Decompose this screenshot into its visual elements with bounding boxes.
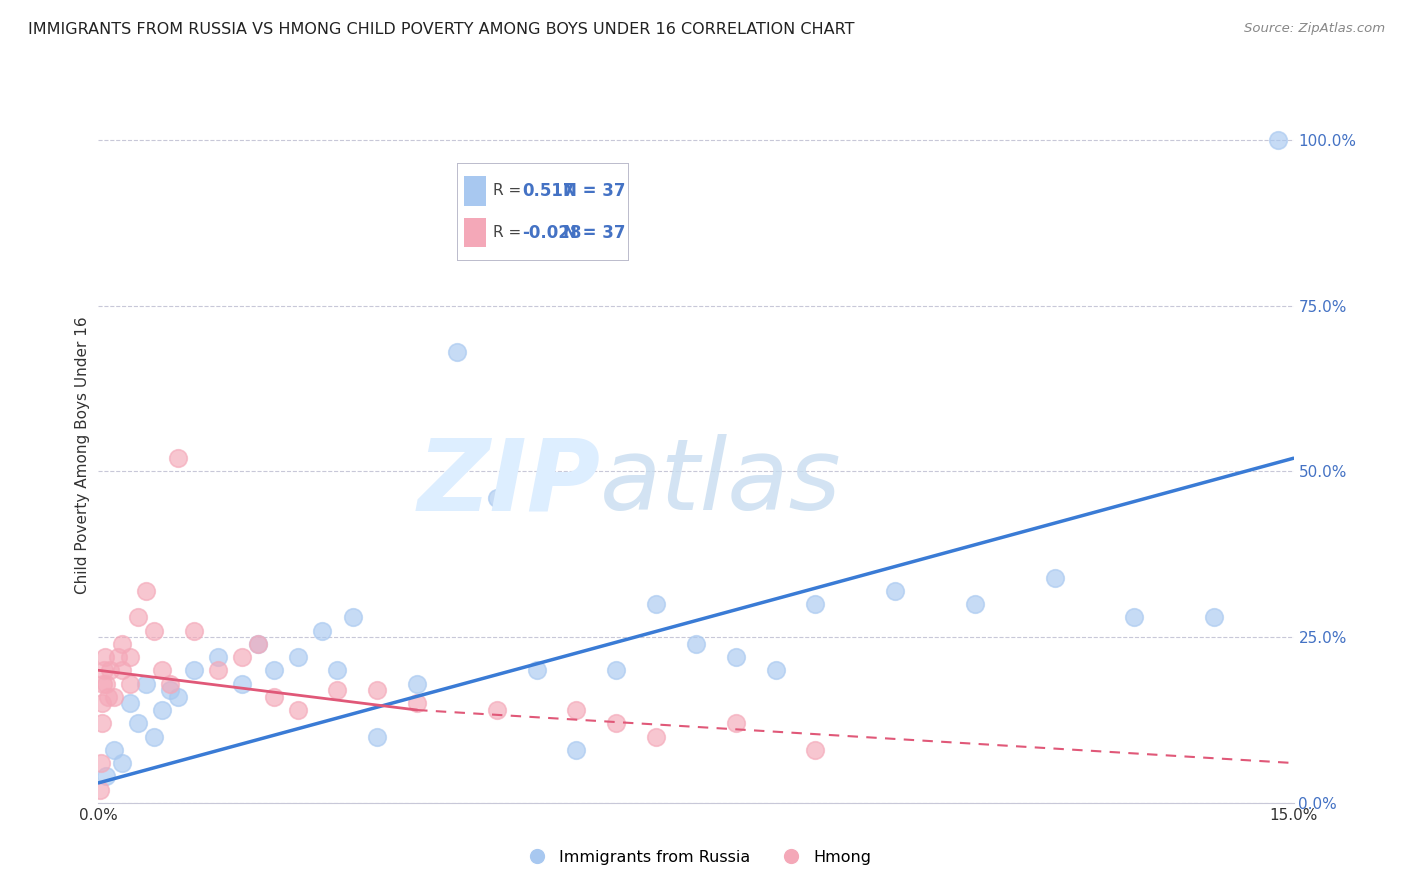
Point [103,743,125,757]
Point [526,663,548,677]
Point [207,650,229,665]
Point [765,663,787,677]
Point [96,769,118,783]
Point [724,650,747,665]
Point [111,663,134,677]
Point [89,782,111,797]
Point [366,683,388,698]
Point [326,683,349,698]
Point [246,637,269,651]
Point [645,597,668,611]
Point [1267,133,1289,147]
Point [97,690,120,704]
Point [724,716,747,731]
Point [263,690,285,704]
Point [167,451,190,466]
FancyBboxPatch shape [464,177,486,205]
Point [565,743,588,757]
Point [150,663,173,677]
Point [120,676,142,690]
Point [804,597,827,611]
Point [605,663,627,677]
Point [96,676,118,690]
Point [326,663,349,677]
Text: 0.517: 0.517 [522,182,575,200]
Point [231,650,253,665]
Point [107,650,129,665]
Point [167,690,190,704]
Point [100,663,122,677]
Text: R =: R = [494,184,526,198]
Point [159,676,181,690]
Text: atlas: atlas [600,434,842,532]
Point [91,697,114,711]
Point [127,716,149,731]
Point [135,583,157,598]
Point [246,637,269,651]
Point [150,703,173,717]
Point [111,756,134,770]
Point [120,650,142,665]
Point [446,345,468,359]
Point [406,697,429,711]
Point [94,650,117,665]
Point [963,597,986,611]
Point [183,663,205,677]
Text: N = 37: N = 37 [562,182,626,200]
Point [91,676,114,690]
Text: Source: ZipAtlas.com: Source: ZipAtlas.com [1244,22,1385,36]
Point [143,624,166,638]
Point [159,683,181,698]
FancyBboxPatch shape [464,219,486,247]
Point [605,716,627,731]
Point [366,730,388,744]
Point [804,743,827,757]
Point [127,610,149,624]
Point [645,730,668,744]
Point [884,583,907,598]
Point [1043,570,1066,584]
Point [111,637,134,651]
Point [90,756,112,770]
Point [342,610,364,624]
Point [103,690,125,704]
Point [90,716,112,731]
Point [231,676,253,690]
Point [93,663,115,677]
Point [135,676,157,690]
Point [207,663,229,677]
Point [287,650,309,665]
Text: ZIP: ZIP [418,434,600,532]
Text: N = 37: N = 37 [562,224,626,242]
Point [120,697,142,711]
Point [565,703,588,717]
Text: R =: R = [494,226,526,240]
Point [183,624,205,638]
Point [685,637,707,651]
Y-axis label: Child Poverty Among Boys Under 16: Child Poverty Among Boys Under 16 [75,316,90,594]
Point [1123,610,1146,624]
Text: -0.028: -0.028 [522,224,581,242]
Legend: Immigrants from Russia, Hmong: Immigrants from Russia, Hmong [515,844,877,871]
Point [485,703,508,717]
Point [143,730,166,744]
Point [1202,610,1225,624]
Text: IMMIGRANTS FROM RUSSIA VS HMONG CHILD POVERTY AMONG BOYS UNDER 16 CORRELATION CH: IMMIGRANTS FROM RUSSIA VS HMONG CHILD PO… [28,22,855,37]
Point [287,703,309,717]
Point [485,491,508,505]
Point [311,624,333,638]
Point [406,676,429,690]
Point [263,663,285,677]
